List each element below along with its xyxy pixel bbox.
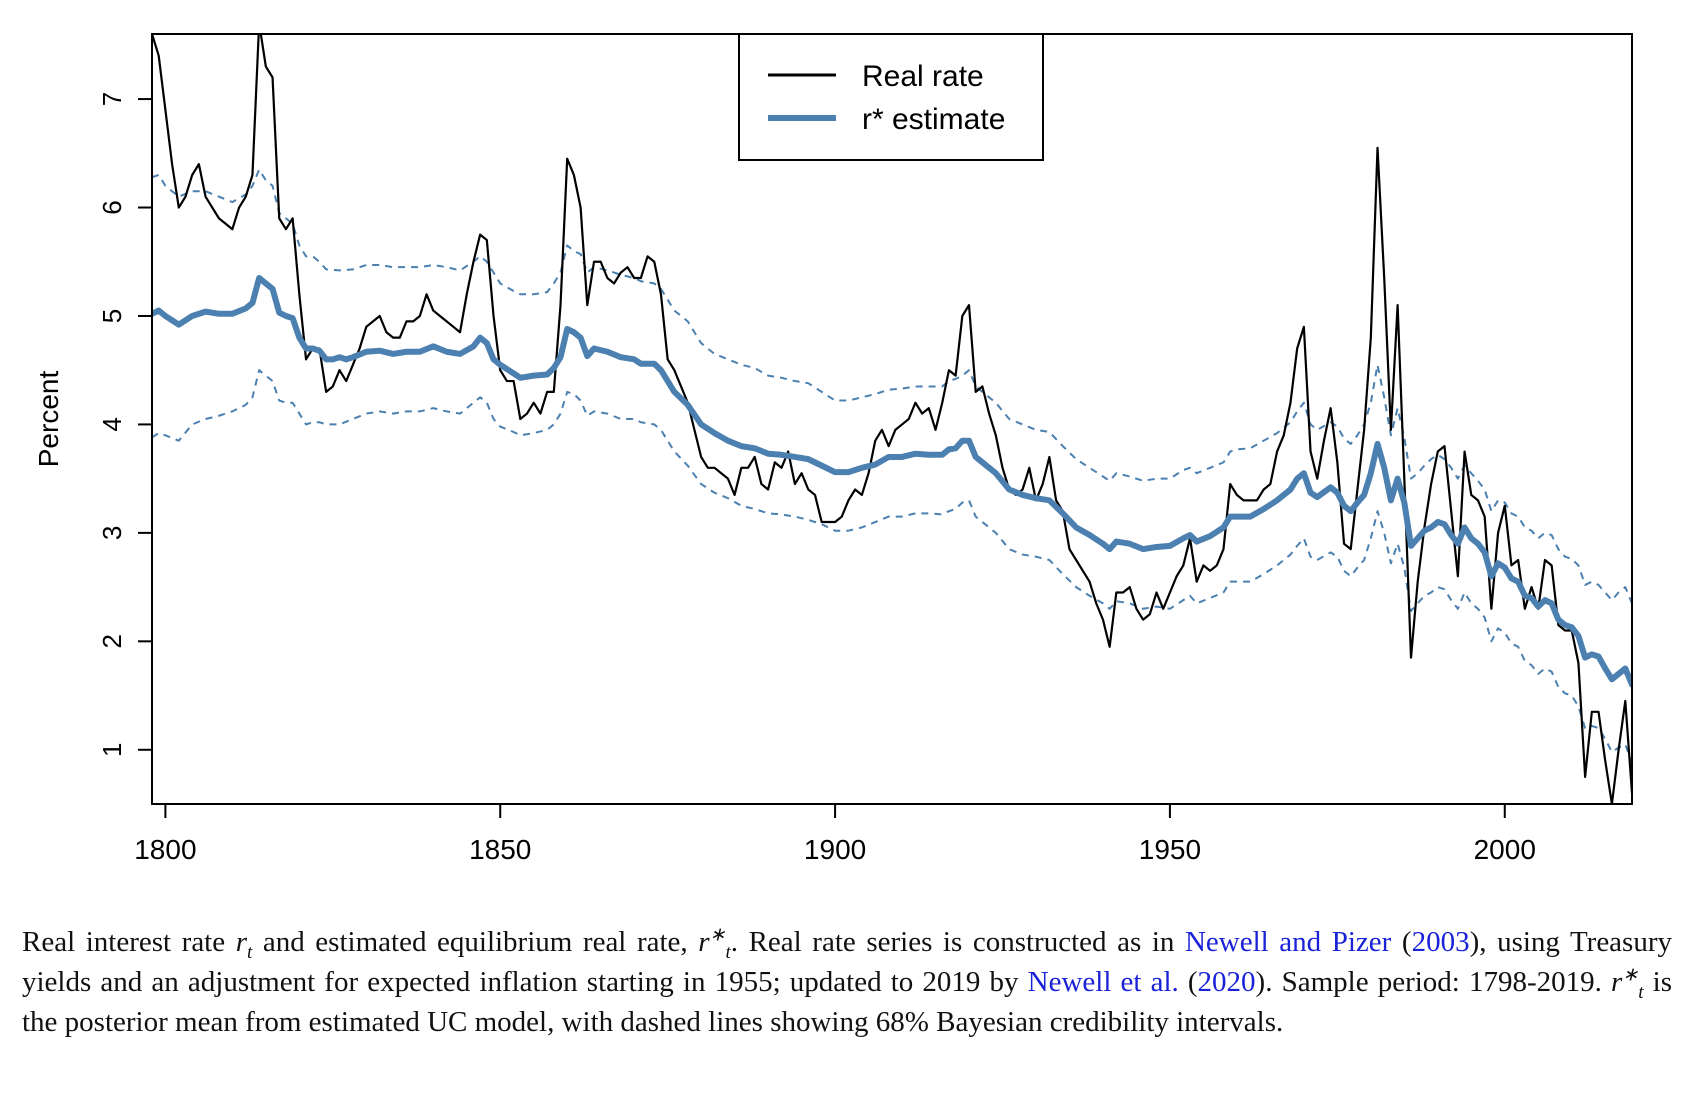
x-tick-label: 1850 — [469, 834, 531, 865]
x-axis: 1800 1850 1900 1950 2000 — [134, 804, 1536, 865]
y-axis-title: Percent — [33, 371, 64, 468]
caption-text-6: is the posterior mean from estimated UC … — [22, 966, 1672, 1038]
r-star-line — [152, 275, 1632, 688]
citation-link-newell-pizer[interactable]: Newell and Pizer — [1184, 926, 1392, 958]
caption-text-5: ). Sample period: 1798-2019. — [1255, 966, 1612, 998]
caption-r-t: rt — [235, 926, 253, 963]
citation-link-2020[interactable]: 2020 — [1197, 966, 1256, 998]
x-tick-label: 1800 — [134, 834, 196, 865]
y-tick-label: 2 — [97, 634, 127, 648]
upper-credibility-band-line — [152, 168, 1632, 604]
caption-text-3: . Real rate series is constructed as in — [730, 926, 1185, 958]
caption-text-4: ), using Treasury yields and an adjustme… — [22, 926, 1672, 998]
y-tick-label: 1 — [97, 743, 127, 757]
lower-credibility-band-line — [152, 369, 1632, 764]
y-tick-label: 7 — [97, 92, 127, 106]
caption-text-1: Real interest rate — [22, 926, 236, 958]
real-rate-line — [152, 34, 1632, 804]
x-tick-label: 1950 — [1139, 834, 1201, 865]
citation-link-2003[interactable]: 2003 — [1411, 926, 1470, 958]
legend: Real rate r* estimate — [738, 33, 1044, 161]
caption-r-star-2: r∗t — [1611, 964, 1644, 1003]
legend-label-real-rate: Real rate — [862, 60, 984, 93]
legend-box — [738, 33, 1044, 161]
y-tick-label: 3 — [97, 526, 127, 540]
chart: 1800 1850 1900 1950 2000 1 2 3 4 5 6 7 Percent Rea… — [33, 33, 1633, 865]
y-tick-label: 5 — [97, 309, 127, 323]
x-tick-label: 2000 — [1474, 834, 1536, 865]
caption-r-star: r∗t — [698, 924, 731, 963]
y-tick-label: 6 — [97, 200, 127, 214]
citation-link-newell-et-al[interactable]: Newell et al. — [1027, 966, 1179, 998]
figure-caption: Real interest rate rt and estimated equi… — [22, 924, 1672, 1038]
legend-label-r-star: r* estimate — [862, 103, 1005, 136]
x-tick-label: 1900 — [804, 834, 866, 865]
series-layer — [152, 34, 1632, 804]
y-axis: 1 2 3 4 5 6 7 — [97, 92, 152, 757]
caption-text-2: and estimated equilibrium real rate, — [252, 926, 699, 958]
y-tick-label: 4 — [97, 417, 127, 431]
